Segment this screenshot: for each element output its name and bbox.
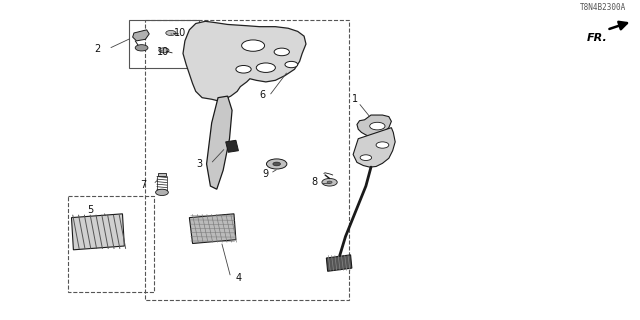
Circle shape (166, 30, 176, 36)
Text: 2: 2 (94, 44, 100, 54)
Text: 10: 10 (157, 47, 169, 57)
Text: 8: 8 (312, 177, 318, 187)
Text: 5: 5 (88, 205, 93, 215)
Polygon shape (226, 140, 239, 152)
Circle shape (159, 48, 169, 53)
Circle shape (242, 40, 264, 51)
Polygon shape (207, 96, 232, 189)
Circle shape (236, 66, 251, 73)
Text: 9: 9 (263, 169, 269, 180)
Circle shape (285, 61, 298, 68)
Polygon shape (132, 30, 149, 41)
Text: 3: 3 (196, 159, 202, 169)
Circle shape (322, 179, 337, 186)
Polygon shape (326, 255, 352, 271)
Circle shape (156, 189, 168, 196)
Polygon shape (353, 128, 395, 167)
Polygon shape (357, 115, 392, 139)
Polygon shape (72, 214, 124, 250)
Circle shape (327, 181, 332, 184)
Text: 6: 6 (260, 91, 266, 100)
Text: 1: 1 (352, 94, 358, 104)
Circle shape (135, 45, 148, 51)
Text: FR.: FR. (587, 33, 607, 43)
Text: T8N4B2300A: T8N4B2300A (580, 4, 626, 12)
Circle shape (376, 142, 389, 148)
Circle shape (274, 48, 289, 56)
Polygon shape (189, 214, 236, 244)
Polygon shape (183, 21, 306, 101)
Circle shape (360, 155, 372, 161)
Circle shape (266, 159, 287, 169)
Text: 10: 10 (173, 28, 186, 38)
Circle shape (370, 122, 385, 130)
Circle shape (273, 162, 280, 166)
Circle shape (256, 63, 275, 72)
Text: 7: 7 (140, 180, 146, 190)
Polygon shape (157, 173, 166, 176)
Text: 4: 4 (236, 273, 241, 283)
